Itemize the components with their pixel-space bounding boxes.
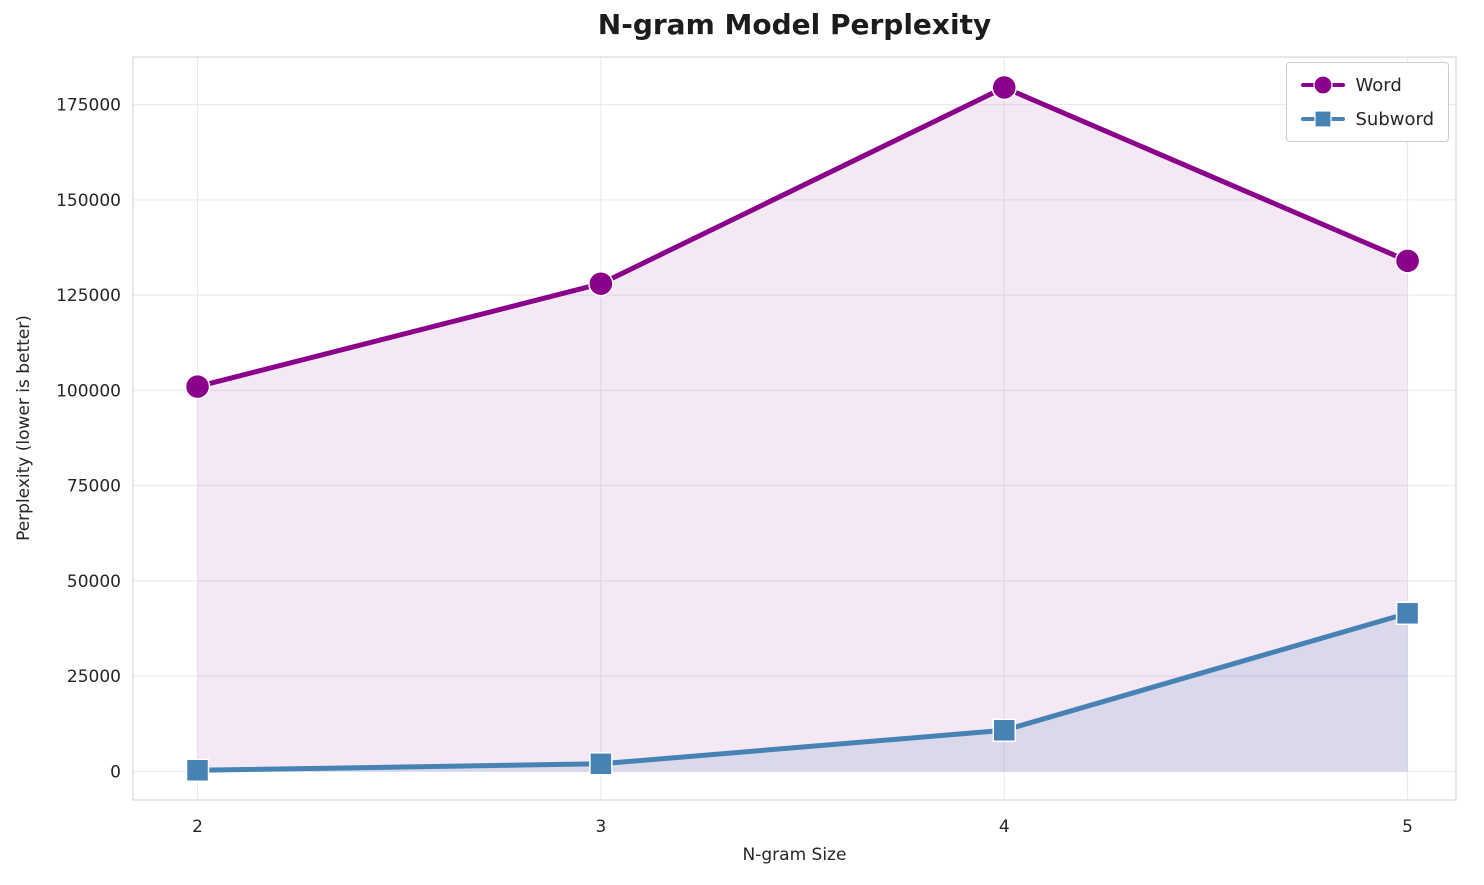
word-line [195,84,1411,390]
legend-item-subword: Subword [1301,107,1434,131]
x-axis-label: N-gram Size [742,845,847,865]
y-tick-label: 175000 [56,96,121,116]
subword-marker [185,758,210,783]
y-tick-label: 50000 [67,572,121,592]
legend-label: Subword [1355,108,1434,130]
y-tick-label: 0 [110,762,121,782]
y-tick-label: 75000 [67,477,121,497]
chart-title: N-gram Model Perplexity [597,8,992,41]
y-tick-label: 100000 [56,381,121,401]
y-axis-label: Perplexity (lower is better) [14,315,34,541]
legend-label: Word [1355,74,1402,96]
legend-sample-marker [1313,75,1334,95]
subword-area [197,613,1408,772]
word-marker [184,373,211,400]
legend-subword-marker-icon [1301,110,1346,128]
y-tick-label: 25000 [67,667,121,687]
word-marker [991,74,1017,101]
plot-frame [132,56,1457,801]
subword-line [195,610,1411,773]
word-area [197,87,1408,772]
subword-marker [589,752,613,776]
y-tick-label: 150000 [56,191,121,211]
x-tick-label: 4 [999,817,1010,837]
subword-marker [992,718,1016,743]
x-tick-label: 5 [1402,817,1413,837]
legend-sample-marker [1314,110,1333,128]
subword-marker [1395,601,1420,626]
legend-word-marker-icon [1301,75,1346,95]
word-marker [1394,248,1421,274]
x-tick-label: 3 [595,817,606,837]
legend-item-word: Word [1301,73,1434,97]
word-marker [588,270,614,297]
x-tick-label: 2 [192,817,203,837]
y-tick-label: 125000 [56,286,121,306]
legend: Word Subword [1286,62,1449,142]
